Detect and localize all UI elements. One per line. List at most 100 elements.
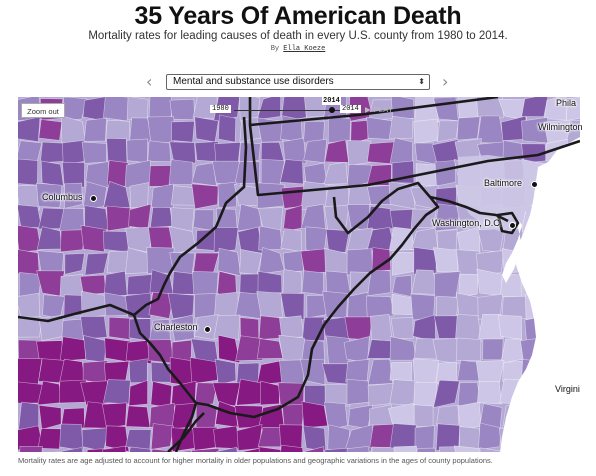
county-cell[interactable]: [102, 230, 130, 253]
county-cell[interactable]: [432, 247, 459, 272]
county-cell[interactable]: [324, 383, 351, 407]
county-cell[interactable]: [191, 448, 220, 452]
county-cell[interactable]: [80, 316, 108, 340]
county-cell[interactable]: [18, 204, 42, 229]
county-cell[interactable]: [457, 401, 482, 431]
county-cell[interactable]: [258, 225, 283, 251]
county-cell[interactable]: [370, 314, 393, 342]
county-cell[interactable]: [60, 229, 86, 253]
county-cell[interactable]: [81, 290, 108, 320]
county-cell[interactable]: [36, 226, 63, 250]
county-cell[interactable]: [191, 162, 217, 187]
county-cell[interactable]: [393, 445, 417, 452]
county-cell[interactable]: [147, 140, 171, 163]
county-cell[interactable]: [324, 139, 350, 163]
county-cell[interactable]: [302, 446, 324, 452]
zoom-out-button[interactable]: Zoom out: [21, 103, 65, 118]
county-cell[interactable]: [59, 336, 87, 362]
county-cell[interactable]: [103, 97, 131, 122]
county-cell[interactable]: [455, 314, 482, 342]
county-cell[interactable]: [84, 252, 109, 276]
county-cell[interactable]: [239, 142, 261, 164]
county-cell[interactable]: [432, 338, 460, 365]
county-cell[interactable]: [168, 226, 196, 255]
county-cell[interactable]: [366, 205, 394, 230]
county-cell[interactable]: [391, 293, 414, 315]
county-cell[interactable]: [167, 292, 195, 320]
county-cell[interactable]: [170, 185, 196, 206]
county-cell[interactable]: [149, 206, 174, 228]
county-cell[interactable]: [168, 159, 194, 185]
county-cell[interactable]: [108, 316, 131, 340]
play-button[interactable]: ▶ PLAY: [365, 105, 394, 114]
county-cell[interactable]: [323, 161, 349, 185]
county-cell[interactable]: [325, 270, 351, 295]
county-cell[interactable]: [477, 227, 505, 253]
county-cell[interactable]: [237, 447, 263, 452]
county-cell[interactable]: [38, 119, 63, 141]
county-cell[interactable]: [64, 253, 85, 275]
county-cell[interactable]: [81, 427, 110, 452]
county-cell[interactable]: [18, 401, 40, 430]
county-cell[interactable]: [411, 227, 439, 251]
county-cell[interactable]: [38, 404, 62, 430]
county-cell[interactable]: [83, 335, 107, 363]
county-cell[interactable]: [36, 182, 63, 208]
county-cell[interactable]: [566, 97, 580, 122]
county-cell[interactable]: [367, 270, 392, 297]
county-cell[interactable]: [478, 313, 504, 339]
county-cell[interactable]: [103, 379, 131, 405]
county-cell[interactable]: [436, 295, 460, 318]
county-cell[interactable]: [279, 315, 304, 339]
county-cell[interactable]: [81, 141, 107, 164]
county-cell[interactable]: [413, 118, 438, 145]
county-cell[interactable]: [475, 360, 505, 385]
county-cell[interactable]: [61, 115, 87, 144]
county-cell[interactable]: [414, 425, 435, 452]
county-cell[interactable]: [478, 422, 502, 450]
county-cell[interactable]: [367, 382, 394, 407]
county-cell[interactable]: [129, 182, 149, 209]
county-cell[interactable]: [194, 382, 218, 407]
county-cell[interactable]: [282, 250, 304, 273]
county-cell[interactable]: [347, 404, 374, 430]
county-cell[interactable]: [350, 119, 369, 145]
cause-select[interactable]: Mental and substance use disorders ⬍: [166, 74, 430, 90]
county-cell[interactable]: [346, 378, 371, 405]
county-cell[interactable]: [217, 181, 237, 208]
county-cell[interactable]: [125, 405, 151, 428]
county-cell[interactable]: [411, 269, 438, 295]
county-cell[interactable]: [456, 116, 481, 141]
county-cell[interactable]: [18, 316, 42, 338]
county-cell[interactable]: [282, 269, 303, 298]
county-cell[interactable]: [151, 183, 174, 209]
county-cell[interactable]: [258, 446, 283, 452]
county-cell[interactable]: [324, 401, 348, 431]
county-cell[interactable]: [126, 97, 149, 121]
county-cell[interactable]: [303, 121, 325, 144]
county-cell[interactable]: [371, 247, 392, 272]
author-link[interactable]: Ella Koeze: [283, 45, 326, 53]
county-cell[interactable]: [125, 429, 152, 451]
county-cell[interactable]: [102, 445, 128, 452]
county-cell[interactable]: [106, 250, 130, 275]
county-cell[interactable]: [345, 358, 370, 383]
county-cell[interactable]: [346, 140, 372, 166]
county-cell[interactable]: [103, 270, 128, 298]
county-cell[interactable]: [413, 381, 438, 408]
county-cell[interactable]: [280, 228, 302, 253]
county-cell[interactable]: [344, 424, 374, 452]
county-cell[interactable]: [19, 445, 43, 452]
county-cell[interactable]: [189, 357, 218, 385]
county-cell[interactable]: [456, 337, 482, 362]
county-cell[interactable]: [126, 138, 149, 164]
county-cell[interactable]: [218, 114, 237, 143]
county-cell[interactable]: [169, 141, 197, 165]
county-cell[interactable]: [371, 446, 396, 452]
county-cell[interactable]: [258, 247, 285, 275]
county-cell[interactable]: [303, 138, 328, 164]
county-cell[interactable]: [433, 379, 460, 408]
county-cell[interactable]: [322, 290, 348, 319]
county-cell[interactable]: [80, 380, 109, 406]
county-cell[interactable]: [106, 205, 131, 232]
